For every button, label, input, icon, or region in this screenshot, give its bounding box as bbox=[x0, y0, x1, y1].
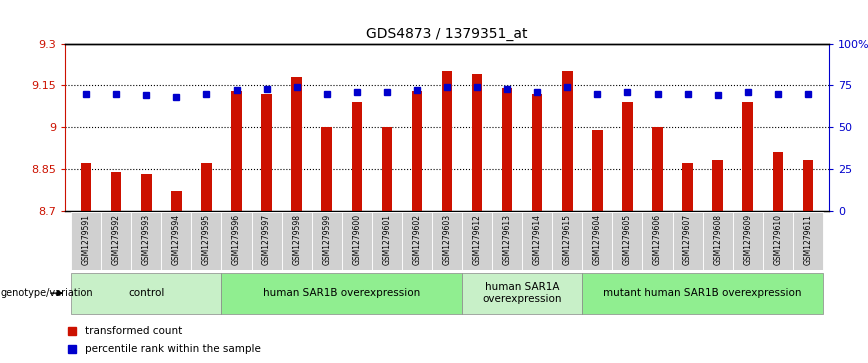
Text: GSM1279613: GSM1279613 bbox=[503, 214, 511, 265]
Text: GSM1279608: GSM1279608 bbox=[713, 214, 722, 265]
Bar bbox=[281, 212, 312, 270]
Text: human SAR1A
overexpression: human SAR1A overexpression bbox=[483, 282, 562, 304]
Bar bbox=[382, 127, 392, 211]
Text: GSM1279614: GSM1279614 bbox=[533, 214, 542, 265]
Text: GSM1279605: GSM1279605 bbox=[623, 214, 632, 265]
Text: GSM1279591: GSM1279591 bbox=[82, 214, 90, 265]
Bar bbox=[432, 212, 462, 270]
Bar bbox=[201, 163, 212, 211]
Bar bbox=[733, 212, 763, 270]
Bar bbox=[252, 212, 281, 270]
Text: GSM1279594: GSM1279594 bbox=[172, 214, 181, 265]
Bar bbox=[131, 212, 161, 270]
Text: GSM1279603: GSM1279603 bbox=[443, 214, 451, 265]
Bar bbox=[411, 91, 422, 211]
Text: control: control bbox=[128, 288, 164, 298]
Bar bbox=[472, 74, 483, 211]
Text: GSM1279592: GSM1279592 bbox=[112, 214, 121, 265]
Bar bbox=[402, 212, 432, 270]
Text: GSM1279602: GSM1279602 bbox=[412, 214, 422, 265]
Text: GSM1279593: GSM1279593 bbox=[141, 214, 151, 265]
Bar bbox=[652, 127, 663, 211]
Text: GSM1279607: GSM1279607 bbox=[683, 214, 692, 265]
Text: GSM1279610: GSM1279610 bbox=[773, 214, 782, 265]
Bar bbox=[562, 72, 573, 211]
Bar bbox=[492, 212, 523, 270]
Bar bbox=[532, 94, 542, 211]
Bar bbox=[582, 273, 823, 314]
Bar bbox=[171, 191, 181, 211]
Bar bbox=[261, 94, 272, 211]
Text: GSM1279596: GSM1279596 bbox=[232, 214, 241, 265]
Text: genotype/variation: genotype/variation bbox=[1, 288, 94, 298]
Text: GSM1279615: GSM1279615 bbox=[562, 214, 572, 265]
Bar bbox=[803, 160, 813, 211]
Bar bbox=[372, 212, 402, 270]
Bar bbox=[763, 212, 792, 270]
Bar bbox=[673, 212, 702, 270]
Text: GSM1279595: GSM1279595 bbox=[202, 214, 211, 265]
Bar bbox=[321, 127, 332, 211]
Text: GSM1279597: GSM1279597 bbox=[262, 214, 271, 265]
Bar bbox=[231, 91, 242, 211]
Bar bbox=[613, 212, 642, 270]
Bar bbox=[742, 102, 753, 211]
Bar bbox=[192, 212, 221, 270]
Bar bbox=[622, 102, 633, 211]
Text: GSM1279612: GSM1279612 bbox=[472, 214, 482, 265]
Bar bbox=[81, 163, 91, 211]
Bar bbox=[592, 130, 602, 211]
Text: GSM1279599: GSM1279599 bbox=[322, 214, 332, 265]
Text: transformed count: transformed count bbox=[84, 326, 182, 336]
Bar bbox=[462, 273, 582, 314]
Bar bbox=[342, 212, 372, 270]
Bar bbox=[552, 212, 582, 270]
Bar bbox=[702, 212, 733, 270]
Text: GSM1279609: GSM1279609 bbox=[743, 214, 753, 265]
Text: mutant human SAR1B overexpression: mutant human SAR1B overexpression bbox=[603, 288, 802, 298]
Bar bbox=[682, 163, 693, 211]
Text: GSM1279598: GSM1279598 bbox=[293, 214, 301, 265]
Bar bbox=[352, 102, 362, 211]
Text: GSM1279606: GSM1279606 bbox=[653, 214, 662, 265]
Title: GDS4873 / 1379351_at: GDS4873 / 1379351_at bbox=[366, 27, 528, 41]
Bar bbox=[642, 212, 673, 270]
Bar bbox=[773, 152, 783, 211]
Bar bbox=[792, 212, 823, 270]
Bar bbox=[221, 273, 462, 314]
Bar bbox=[462, 212, 492, 270]
Bar bbox=[221, 212, 252, 270]
Bar bbox=[713, 160, 723, 211]
Text: GSM1279601: GSM1279601 bbox=[383, 214, 391, 265]
Bar bbox=[523, 212, 552, 270]
Bar bbox=[502, 88, 512, 211]
Bar bbox=[161, 212, 192, 270]
Text: GSM1279600: GSM1279600 bbox=[352, 214, 361, 265]
Bar bbox=[102, 212, 131, 270]
Text: GSM1279604: GSM1279604 bbox=[593, 214, 602, 265]
Text: percentile rank within the sample: percentile rank within the sample bbox=[84, 344, 260, 354]
Bar bbox=[312, 212, 342, 270]
Bar bbox=[582, 212, 613, 270]
Bar bbox=[111, 172, 122, 211]
Text: human SAR1B overexpression: human SAR1B overexpression bbox=[263, 288, 420, 298]
Bar bbox=[141, 174, 152, 211]
Bar bbox=[292, 77, 302, 211]
Bar bbox=[71, 273, 221, 314]
Bar bbox=[71, 212, 102, 270]
Bar bbox=[442, 72, 452, 211]
Text: GSM1279611: GSM1279611 bbox=[804, 214, 812, 265]
